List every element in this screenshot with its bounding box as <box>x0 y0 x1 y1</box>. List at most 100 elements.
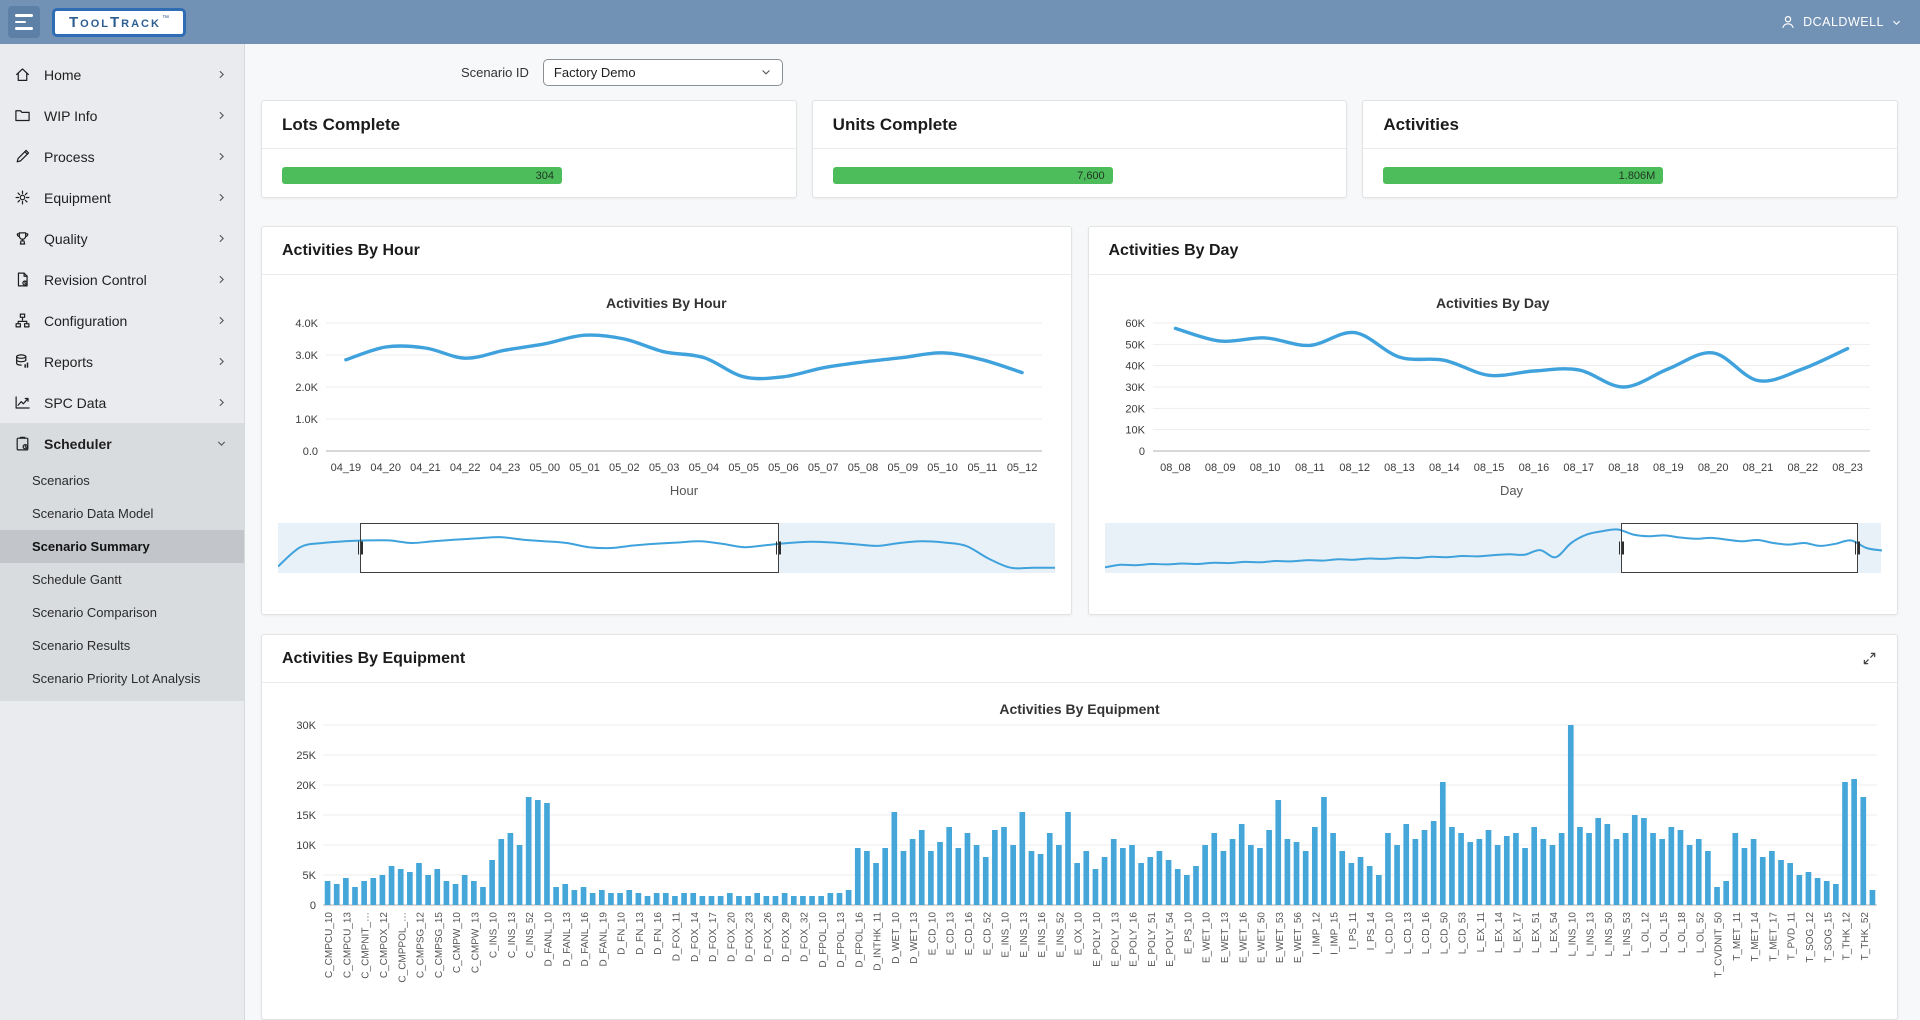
svg-text:L_INS_10: L_INS_10 <box>1567 912 1578 957</box>
kpi-title: Lots Complete <box>282 114 401 134</box>
svg-text:E_WET_16: E_WET_16 <box>1238 912 1249 964</box>
sidebar-subitem-scenario-data-model[interactable]: Scenario Data Model <box>32 506 154 521</box>
svg-text:E_WET_13: E_WET_13 <box>1220 912 1231 964</box>
scenario-select[interactable]: Factory Demo <box>542 58 783 86</box>
svg-text:L_INS_13: L_INS_13 <box>1586 912 1597 957</box>
user-menu[interactable]: DCALDWELL <box>1780 14 1902 30</box>
card-header: Activities By Hour <box>262 227 1071 275</box>
sidebar-item-reports[interactable]: Reports <box>0 341 244 382</box>
chevron-right-icon <box>219 70 224 79</box>
svg-text:D_FN_16: D_FN_16 <box>653 912 664 955</box>
svg-text:E_INS_13: E_INS_13 <box>1019 912 1030 958</box>
svg-text:C_INS_52: C_INS_52 <box>525 912 536 959</box>
brush-series <box>1104 528 1882 569</box>
sidebar-item-label: Scheduler <box>44 435 112 452</box>
chevron-right-icon <box>219 152 224 161</box>
spc-icon <box>15 396 30 409</box>
svg-text:I_IMP_15: I_IMP_15 <box>1330 912 1341 955</box>
svg-text:D_WET_13: D_WET_13 <box>909 912 920 964</box>
svg-text:Day: Day <box>1499 483 1523 498</box>
svg-text:L_OL_52: L_OL_52 <box>1695 912 1706 954</box>
hamburger-menu-icon[interactable] <box>8 6 40 38</box>
svg-text:0: 0 <box>1138 446 1144 458</box>
svg-text:D_FOX_23: D_FOX_23 <box>745 912 756 962</box>
svg-text:05_00: 05_00 <box>529 462 560 474</box>
logo-trademark: ™ <box>161 14 169 22</box>
sidebar-item-label: Equipment <box>44 189 111 206</box>
svg-text:50K: 50K <box>1125 339 1145 351</box>
svg-text:04_19: 04_19 <box>331 462 362 474</box>
svg-text:L_INS_50: L_INS_50 <box>1604 912 1615 957</box>
sidebar-item-configuration[interactable]: Configuration <box>0 300 244 341</box>
svg-text:C_CMPSG_12: C_CMPSG_12 <box>416 912 427 979</box>
user-icon <box>1782 15 1794 29</box>
hour-range-selector[interactable] <box>278 523 1055 573</box>
scheduler-section: Scheduler Scenarios Scenario Data Model Sce… <box>0 423 244 701</box>
svg-text:E_CD_13: E_CD_13 <box>946 912 957 956</box>
sidebar-item-equipment[interactable]: Equipment <box>0 177 244 218</box>
svg-text:05_12: 05_12 <box>1007 462 1038 474</box>
svg-text:08_12: 08_12 <box>1339 462 1370 474</box>
svg-text:L_EX_54: L_EX_54 <box>1549 912 1560 954</box>
svg-text:08_14: 08_14 <box>1428 462 1459 474</box>
brush-selection[interactable] <box>359 523 779 573</box>
card-header: Units Complete <box>812 101 1347 149</box>
gear-icon <box>15 190 30 205</box>
sidebar-subitem-scenario-summary[interactable]: Scenario Summary <box>0 530 244 563</box>
sidebar-subitem-scenario-comparison[interactable]: Scenario Comparison <box>32 605 158 620</box>
sidebar-item-label: Revision Control <box>44 271 147 288</box>
svg-text:05_01: 05_01 <box>569 462 600 474</box>
card-header: Lots Complete <box>262 101 796 149</box>
scenario-id-label: Scenario ID <box>461 64 529 80</box>
svg-text:D_FANL_19: D_FANL_19 <box>598 912 609 967</box>
svg-text:L_EX_11: L_EX_11 <box>1476 912 1487 953</box>
svg-text:D_FPOL_13: D_FPOL_13 <box>836 912 847 968</box>
svg-text:04_21: 04_21 <box>410 462 441 474</box>
sidebar-subitem-schedule-gantt[interactable]: Schedule Gantt <box>32 572 122 587</box>
svg-text:04_20: 04_20 <box>370 462 401 474</box>
svg-text:05_07: 05_07 <box>808 462 839 474</box>
trophy-icon <box>16 232 29 245</box>
kpi-title: Units Complete <box>832 114 958 134</box>
svg-text:D_FN_10: D_FN_10 <box>617 912 628 955</box>
svg-text:08_13: 08_13 <box>1384 462 1415 474</box>
brush-selection[interactable] <box>1620 523 1858 573</box>
chevron-right-icon <box>219 398 224 407</box>
activities-by-equipment-card: Activities By Equipment Activities By Eq… <box>261 634 1898 1020</box>
sidebar-item-home[interactable]: Home <box>0 54 244 95</box>
svg-text:08_20: 08_20 <box>1697 462 1728 474</box>
activities-by-day-card: Activities By Day Activities By Day 0 10K… <box>1087 226 1898 615</box>
expand-icon[interactable] <box>1862 651 1877 666</box>
sitemap-icon <box>15 313 30 328</box>
sidebar-subitem-scenario-priority-lot-analysis[interactable]: Scenario Priority Lot Analysis <box>32 671 201 686</box>
svg-text:25K: 25K <box>296 750 316 762</box>
sidebar-item-wip-info[interactable]: WIP Info <box>0 95 244 136</box>
report-icon <box>16 354 29 368</box>
sidebar-item-quality[interactable]: Quality <box>0 218 244 259</box>
app-logo: ToolTrack ™ <box>52 7 186 37</box>
chevron-down-icon <box>1893 20 1900 25</box>
svg-text:2.0K: 2.0K <box>295 382 318 394</box>
svg-text:L_OL_12: L_OL_12 <box>1641 912 1652 954</box>
sidebar-item-revision-control[interactable]: Revision Control <box>0 259 244 300</box>
svg-text:05_03: 05_03 <box>649 462 680 474</box>
sidebar-item-process[interactable]: Process <box>0 136 244 177</box>
chart-title: Activities By Day <box>1435 295 1550 311</box>
day-range-selector[interactable] <box>1104 523 1882 573</box>
sidebar-subitem-scenario-results[interactable]: Scenario Results <box>32 638 131 653</box>
svg-text:E_OX_10: E_OX_10 <box>1074 912 1085 956</box>
svg-text:05_09: 05_09 <box>887 462 918 474</box>
svg-text:E_POLY_13: E_POLY_13 <box>1110 912 1121 967</box>
svg-text:T_SOG_15: T_SOG_15 <box>1823 912 1834 963</box>
svg-text:D_FOX_17: D_FOX_17 <box>708 912 719 962</box>
scenario-toolbar: Scenario ID Factory Demo <box>261 44 1898 100</box>
sidebar-subitem-scenarios[interactable]: Scenarios <box>32 473 90 488</box>
svg-text:D_FOX_26: D_FOX_26 <box>763 912 774 962</box>
day-line-chart: 0 10K 20K 30K 40K 50K 60K 08_08 08_09 08_10 08_11 0… <box>1125 318 1870 498</box>
svg-text:D_FN_13: D_FN_13 <box>635 912 646 955</box>
sidebar-item-scheduler[interactable]: Scheduler <box>0 423 244 464</box>
sidebar-item-spc-data[interactable]: SPC Data <box>0 382 244 423</box>
equipment-bar-chart: 0 5K 10K 15K 20K 25K 30K C_CMPCU_10 C_CMPCU_13 C_… <box>296 720 1877 983</box>
svg-text:05_08: 05_08 <box>848 462 879 474</box>
svg-text:L_EX_14: L_EX_14 <box>1494 912 1505 954</box>
